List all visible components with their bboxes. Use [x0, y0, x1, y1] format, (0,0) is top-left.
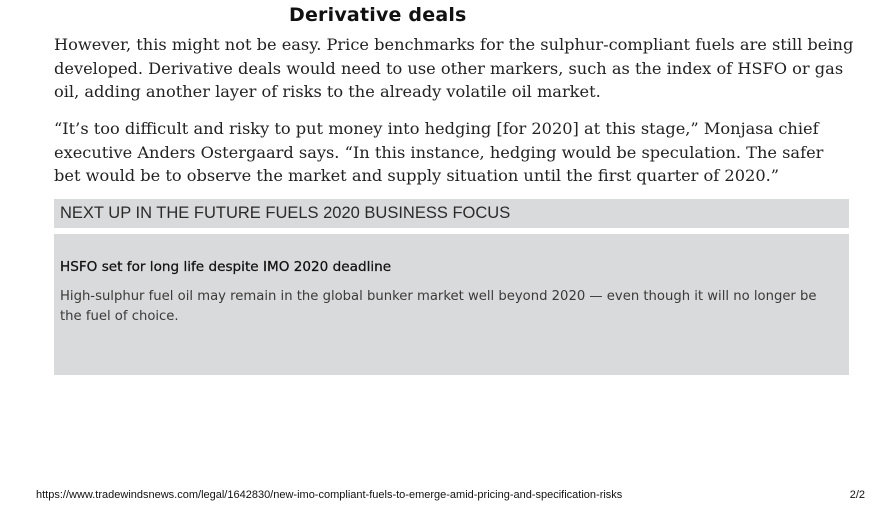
footer-url: https://www.tradewindsnews.com/legal/164…: [36, 489, 623, 501]
article-paragraph-1: However, this might not be easy. Price b…: [54, 33, 854, 104]
related-article-title[interactable]: HSFO set for long life despite IMO 2020 …: [60, 259, 392, 275]
next-up-banner: NEXT UP IN THE FUTURE FUELS 2020 BUSINES…: [54, 199, 849, 228]
article-paragraph-2: “It’s too difficult and risky to put mon…: [54, 117, 854, 188]
section-heading: Derivative deals: [289, 4, 467, 26]
article-paragraph-text: However, this might not be easy. Price b…: [54, 35, 854, 101]
related-article-summary: High-sulphur fuel oil may remain in the …: [60, 289, 817, 324]
page-number: 2/2: [849, 489, 865, 501]
article-paragraph-text: “It’s too difficult and risky to put mon…: [54, 119, 824, 185]
related-article-card[interactable]: HSFO set for long life despite IMO 2020 …: [54, 234, 849, 375]
